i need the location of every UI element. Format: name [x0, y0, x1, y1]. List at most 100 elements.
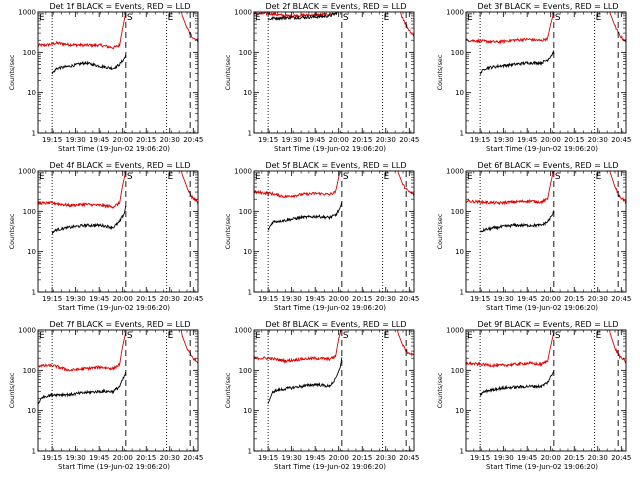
- x-tick-label: 20:15: [352, 454, 372, 462]
- series-lld: [466, 330, 626, 368]
- y-tick-label: 1000: [18, 9, 36, 17]
- x-tick-label: 19:15: [258, 136, 278, 144]
- y-tick-label: 100: [451, 367, 464, 375]
- x-tick-label: 19:30: [66, 295, 86, 303]
- segment-marker: E: [467, 13, 473, 23]
- x-tick-label: 19:45: [517, 136, 537, 144]
- x-tick-label: 19:30: [494, 136, 514, 144]
- y-tick-label: 1: [460, 448, 464, 456]
- series-group: [254, 171, 414, 231]
- segment-marker: E: [467, 331, 473, 341]
- x-tick-label: 20:15: [352, 295, 372, 303]
- y-tick-label: 1: [460, 289, 464, 297]
- y-tick-label: 10: [243, 248, 252, 256]
- x-axis-label: Start Time (19-Jun-02 19:06:20): [486, 463, 598, 471]
- y-axis-label: Counts/sec: [8, 213, 16, 249]
- series-lld: [38, 171, 198, 209]
- y-tick-label: 1: [32, 130, 36, 138]
- series-lld: [38, 12, 198, 50]
- y-tick-label: 10: [243, 407, 252, 415]
- y-tick-label: 10: [27, 407, 36, 415]
- x-tick-label: 20:45: [611, 136, 631, 144]
- x-axis-label: Start Time (19-Jun-02 19:06:20): [486, 304, 598, 312]
- x-tick-label: 19:30: [66, 454, 86, 462]
- panel-title: Det 6f BLACK = Events, RED = LLD: [477, 161, 618, 170]
- series-lld: [38, 330, 198, 372]
- x-tick-label: 20:00: [329, 295, 349, 303]
- plot-frame: [465, 11, 627, 134]
- x-tick-label: 20:45: [399, 136, 419, 144]
- segment-marker: E: [467, 172, 473, 182]
- x-axis-label: Start Time (19-Jun-02 19:06:20): [486, 145, 598, 153]
- series-lld: [466, 12, 626, 45]
- segment-marker: S: [127, 13, 133, 23]
- x-tick-label: 20:45: [183, 454, 203, 462]
- x-axis-label: Start Time (19-Jun-02 19:06:20): [274, 145, 386, 153]
- plot-frame: [37, 11, 199, 134]
- x-tick-label: 20:45: [399, 295, 419, 303]
- series-group: [254, 330, 414, 404]
- x-tick-label: 19:45: [305, 136, 325, 144]
- y-tick-label: 1000: [234, 327, 252, 335]
- x-tick-label: 20:30: [376, 454, 396, 462]
- segment-marker: S: [555, 331, 561, 341]
- x-tick-label: 19:30: [282, 454, 302, 462]
- plot-frame: [37, 329, 199, 452]
- x-tick-label: 20:00: [329, 136, 349, 144]
- series-events: [267, 202, 343, 231]
- y-tick-label: 1: [460, 130, 464, 138]
- panel-title: Det 2f BLACK = Events, RED = LLD: [265, 2, 406, 11]
- x-tick-label: 20:00: [113, 454, 133, 462]
- series-events: [267, 12, 338, 22]
- series-events: [479, 209, 555, 233]
- segment-marker: E: [255, 13, 261, 23]
- series-lld: [254, 171, 414, 199]
- x-axis-label: Start Time (19-Jun-02 19:06:20): [274, 463, 386, 471]
- y-tick-label: 100: [23, 367, 36, 375]
- segment-marker: S: [127, 331, 133, 341]
- y-axis-label: Counts/sec: [224, 213, 232, 249]
- panel-det-4f: Det 4f BLACK = Events, RED = LLD E S E 1 10 10…: [8, 161, 203, 312]
- y-axis-label: Counts/sec: [8, 372, 16, 408]
- panel-title: Det 7f BLACK = Events, RED = LLD: [49, 320, 190, 329]
- x-tick-label: 20:30: [588, 295, 608, 303]
- segment-marker: S: [343, 172, 349, 182]
- segment-marker: E: [384, 13, 390, 23]
- panel-det-8f: Det 8f BLACK = Events, RED = LLD E S E 1 10 10…: [224, 320, 419, 471]
- y-tick-label: 100: [239, 367, 252, 375]
- x-tick-label: 19:45: [305, 454, 325, 462]
- series-events: [267, 357, 343, 404]
- panel-det-9f: Det 9f BLACK = Events, RED = LLD E S E 1 10 10…: [436, 320, 631, 471]
- x-tick-label: 20:45: [183, 295, 203, 303]
- segment-marker: E: [168, 172, 174, 182]
- panel-title: Det 1f BLACK = Events, RED = LLD: [49, 2, 190, 11]
- y-axis-label: Counts/sec: [436, 54, 444, 90]
- panel-title: Det 3f BLACK = Events, RED = LLD: [477, 2, 618, 11]
- segment-marker: E: [255, 331, 261, 341]
- x-tick-label: 19:30: [282, 295, 302, 303]
- x-tick-label: 20:45: [399, 454, 419, 462]
- x-tick-label: 20:15: [564, 136, 584, 144]
- x-axis-label: Start Time (19-Jun-02 19:06:20): [58, 304, 170, 312]
- y-tick-label: 10: [243, 89, 252, 97]
- x-tick-label: 20:00: [541, 136, 561, 144]
- x-tick-label: 20:45: [611, 454, 631, 462]
- series-group: [466, 330, 626, 397]
- x-tick-label: 20:00: [113, 295, 133, 303]
- y-tick-label: 10: [455, 248, 464, 256]
- plot-frame: [465, 329, 627, 452]
- y-tick-label: 1000: [234, 168, 252, 176]
- plot-frame: [253, 170, 415, 293]
- panel-title: Det 4f BLACK = Events, RED = LLD: [49, 161, 190, 170]
- x-tick-label: 19:15: [470, 136, 490, 144]
- x-tick-label: 19:45: [89, 454, 109, 462]
- x-axis-label: Start Time (19-Jun-02 19:06:20): [58, 145, 170, 153]
- x-tick-label: 19:15: [258, 295, 278, 303]
- x-tick-label: 19:15: [42, 295, 62, 303]
- plot-frame: [253, 11, 415, 134]
- x-tick-label: 20:45: [183, 136, 203, 144]
- series-group: [466, 171, 626, 233]
- y-tick-label: 1: [32, 448, 36, 456]
- plot-frame: [253, 329, 415, 452]
- plot-frame: [37, 170, 199, 293]
